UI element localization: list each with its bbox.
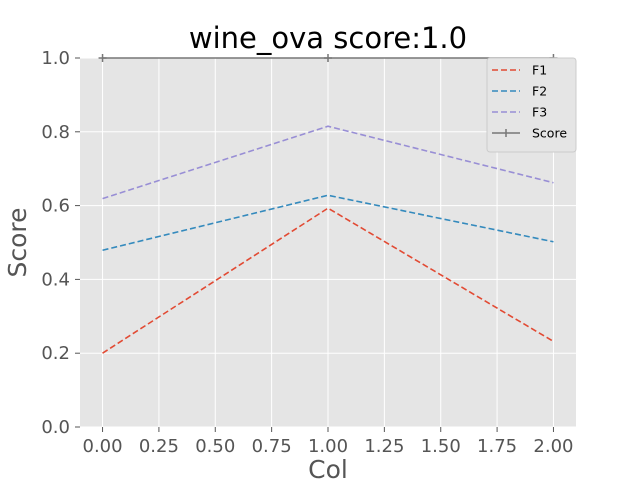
- x-tick-label: 0.25: [139, 436, 179, 457]
- x-tick-label: 0.50: [195, 436, 235, 457]
- legend-label: Score: [532, 126, 567, 141]
- legend-label: F2: [532, 84, 547, 99]
- x-tick-label: 0.00: [83, 436, 123, 457]
- y-tick-label: 0.4: [41, 269, 70, 290]
- series-line-f2: [102, 194, 554, 252]
- series-line-f3: [102, 125, 554, 200]
- legend: F1 F2 F3 Score: [486, 57, 577, 153]
- y-tick-label: 1.0: [41, 48, 70, 69]
- y-axis-label: Score: [3, 207, 32, 277]
- x-tick-label: 1.50: [421, 436, 461, 457]
- series-line-f1: [102, 207, 554, 354]
- x-axis-ticks: 0.00 0.25 0.50 0.75 1.00 1.25 1.50 1.75 2.00: [83, 427, 573, 457]
- y-tick-label: 0.2: [41, 343, 70, 364]
- y-tick-label: 0.0: [41, 417, 70, 438]
- x-tick-label: 1.25: [364, 436, 404, 457]
- x-tick-label: 0.75: [252, 436, 292, 457]
- legend-box: [486, 57, 577, 153]
- chart-title: wine_ova score:1.0: [189, 21, 467, 55]
- legend-label: F3: [532, 105, 547, 120]
- x-tick-label: 1.75: [477, 436, 517, 457]
- x-tick-label: 1.00: [308, 436, 348, 457]
- x-tick-label: 2.00: [533, 436, 573, 457]
- legend-label: F1: [532, 63, 547, 78]
- x-axis-label: Col: [308, 455, 348, 480]
- y-tick-label: 0.8: [41, 122, 70, 143]
- y-axis-ticks: 0.0 0.2 0.4 0.6 0.8 1.0: [41, 48, 80, 438]
- y-tick-label: 0.6: [41, 196, 70, 217]
